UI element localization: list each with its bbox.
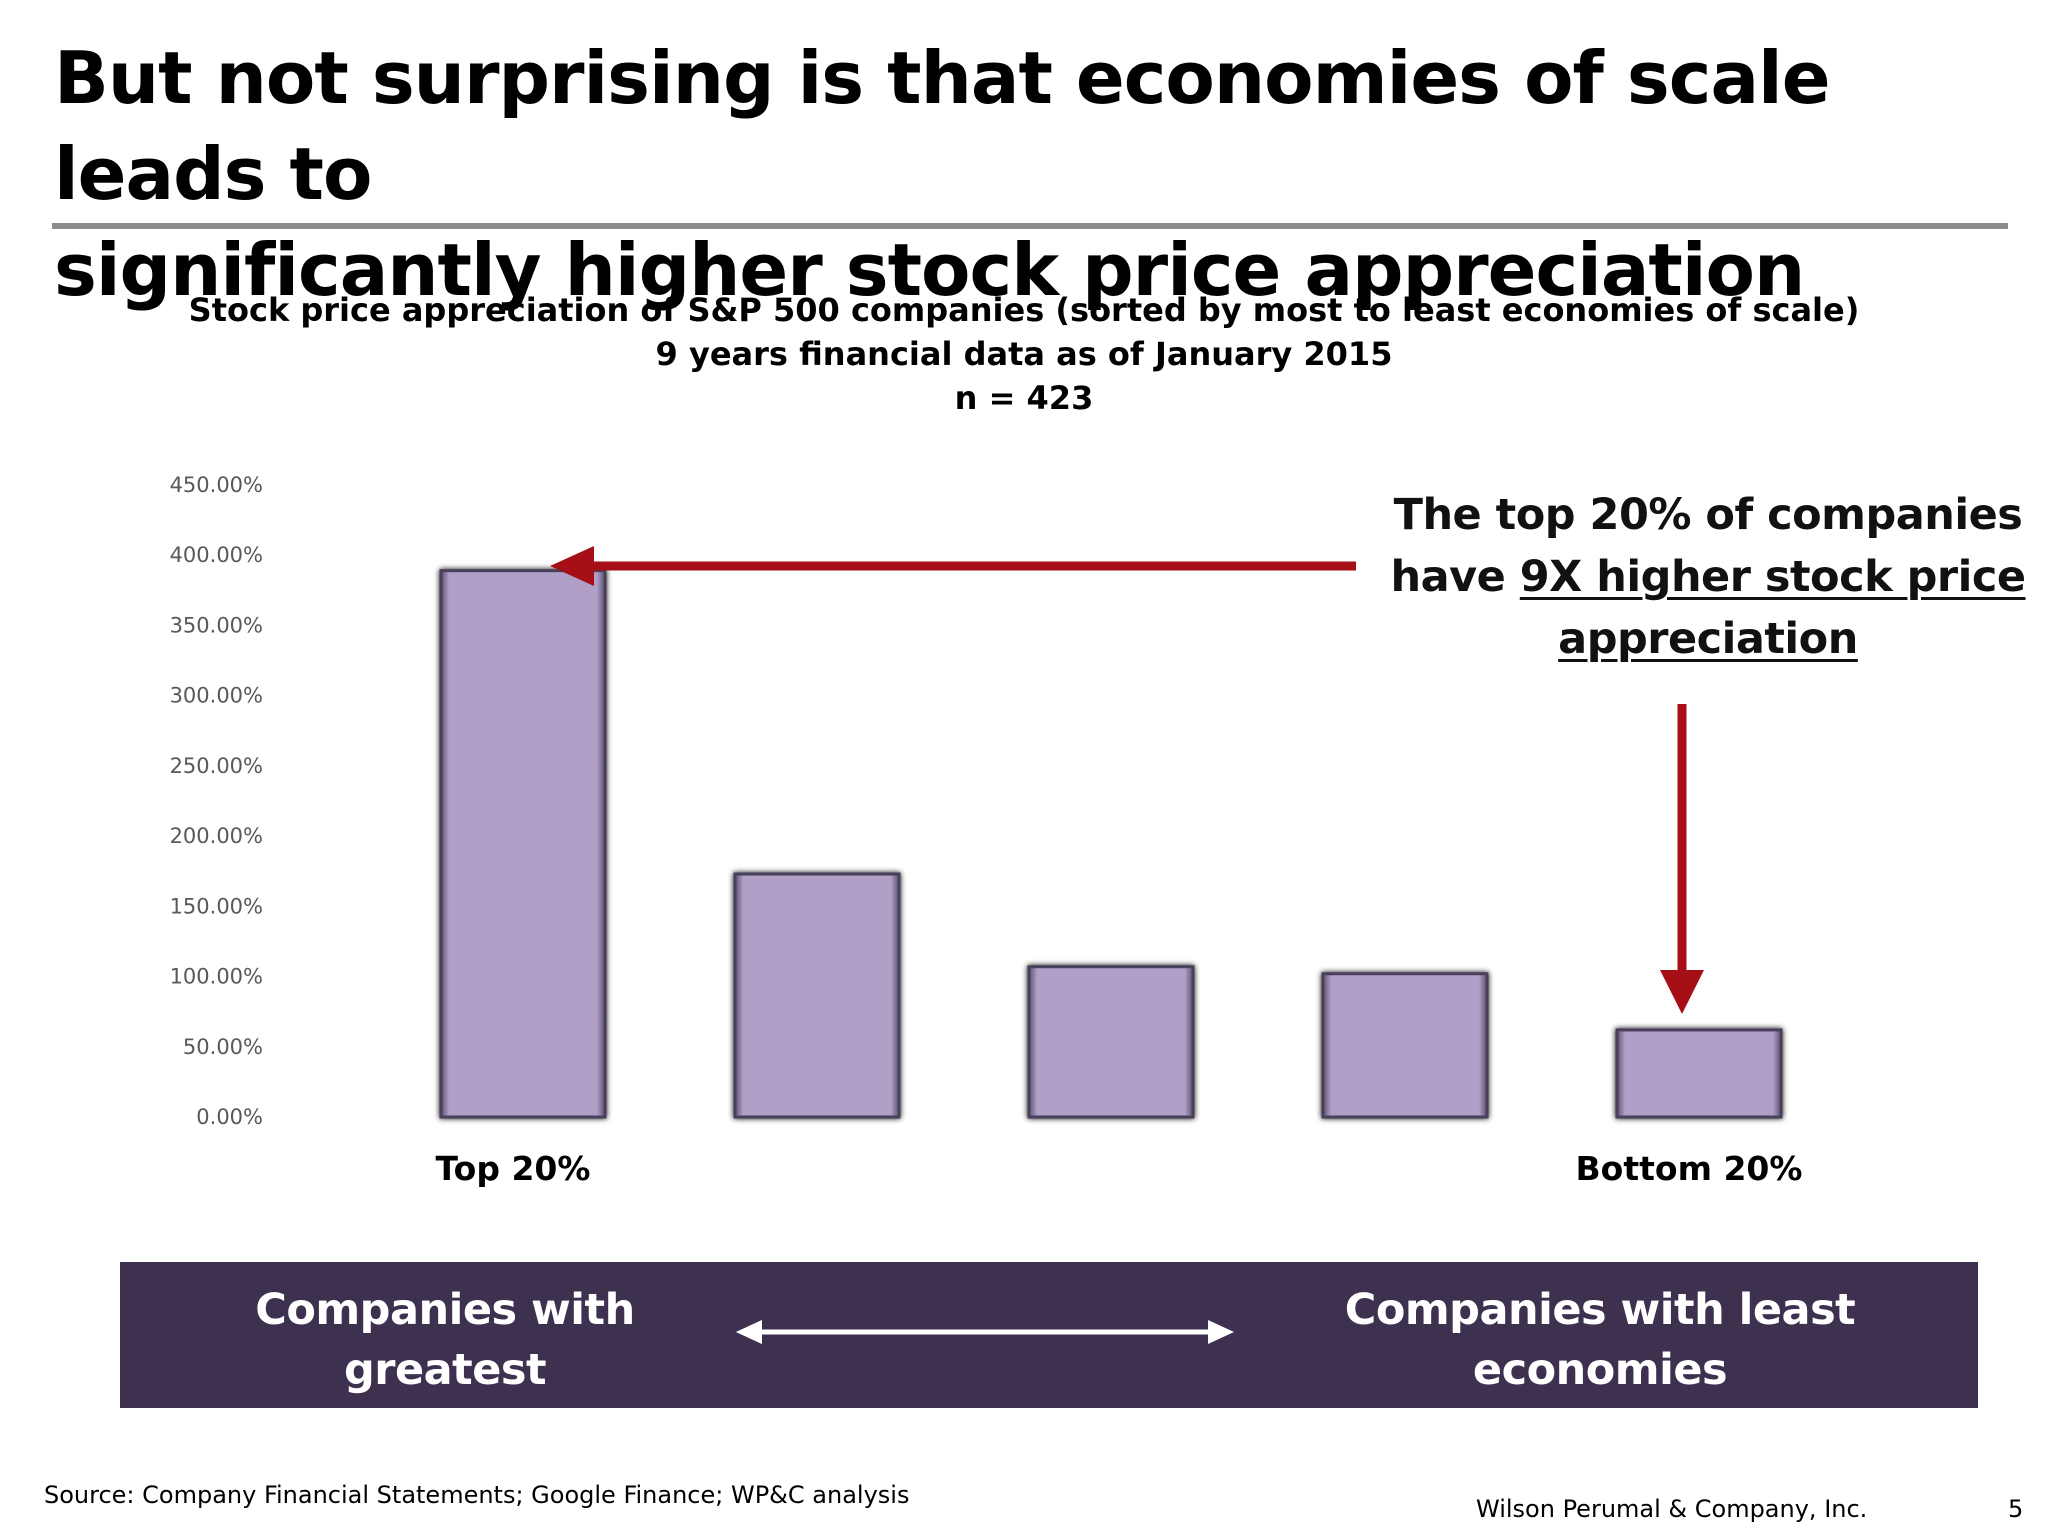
y-axis-ticks: 0.00% 50.00% 100.00% 150.00% 200.00% 250.00% 3… bbox=[170, 473, 263, 1129]
bars bbox=[439, 569, 1783, 1119]
callout-text: The top 20% of companies have 9X higher … bbox=[1378, 484, 2038, 670]
red-arrow-left bbox=[550, 546, 1356, 586]
y-tick-label: 50.00% bbox=[183, 1035, 263, 1059]
category-label: Top 20% bbox=[436, 1149, 591, 1188]
bar bbox=[1615, 1028, 1783, 1119]
banner-least-economies: Companies with least economies of scale … bbox=[1240, 1280, 1960, 1460]
banner-right-line-1: Companies with least economies bbox=[1344, 1285, 1856, 1395]
bar bbox=[439, 569, 607, 1119]
category-labels: Top 20% Bottom 20% bbox=[436, 1149, 1803, 1188]
callout-line-3: appreciation bbox=[1378, 608, 2038, 670]
y-tick-label: 450.00% bbox=[170, 473, 263, 497]
company-name: Wilson Perumal & Company, Inc. bbox=[1476, 1495, 1868, 1523]
slide-title: But not surprising is that economies of … bbox=[54, 30, 2014, 318]
callout-line-2: have 9X higher stock price bbox=[1378, 546, 2038, 608]
banner-left-line-2: economies of scale bbox=[219, 1405, 671, 1455]
banner-greatest-economies: Companies with greatest economies of sca… bbox=[160, 1280, 730, 1460]
bar bbox=[1027, 965, 1195, 1119]
chart-title: Stock price appreciation of S&P 500 comp… bbox=[188, 291, 1860, 329]
red-arrow-down bbox=[1660, 704, 1704, 1014]
bar bbox=[733, 872, 901, 1119]
chart-sample-size: n = 423 bbox=[954, 379, 1094, 417]
red-arrow-down-head bbox=[1660, 970, 1704, 1014]
y-tick-label: 200.00% bbox=[170, 824, 263, 848]
banner-right-line-2: of scale (dis-economies) bbox=[1311, 1405, 1889, 1455]
callout-line-2-prefix: have bbox=[1390, 552, 1520, 602]
scale-banner: Companies with greatest economies of sca… bbox=[120, 1262, 1978, 1455]
y-tick-label: 400.00% bbox=[170, 543, 263, 567]
source-note: Source: Company Financial Statements; Go… bbox=[44, 1481, 910, 1509]
category-label: Bottom 20% bbox=[1576, 1149, 1803, 1188]
y-tick-label: 350.00% bbox=[170, 613, 263, 637]
callout-highlight-continued: appreciation bbox=[1558, 614, 1858, 664]
bar-chart: 0.00% 50.00% 100.00% 150.00% 200.00% 250.00% 3… bbox=[170, 473, 1803, 1188]
callout-highlight: 9X higher stock price bbox=[1519, 552, 2026, 602]
y-tick-label: 0.00% bbox=[196, 1105, 263, 1129]
chart-subtitle: 9 years financial data as of January 201… bbox=[655, 335, 1393, 373]
y-tick-label: 100.00% bbox=[170, 965, 263, 989]
y-tick-label: 250.00% bbox=[170, 754, 263, 778]
slide-title-line-1: But not surprising is that economies of … bbox=[54, 36, 1831, 216]
banner-left-line-1: Companies with greatest bbox=[255, 1285, 635, 1395]
slide-title-line-2: significantly higher stock price appreci… bbox=[54, 228, 1805, 312]
y-tick-label: 300.00% bbox=[170, 684, 263, 708]
double-arrow-icon bbox=[736, 1320, 1234, 1344]
title-divider bbox=[52, 223, 2008, 229]
page-number: 5 bbox=[2008, 1495, 2024, 1523]
y-tick-label: 150.00% bbox=[170, 894, 263, 918]
bar bbox=[1321, 972, 1489, 1119]
callout-line-1: The top 20% of companies bbox=[1393, 490, 2023, 540]
red-arrow-left-head bbox=[550, 546, 594, 586]
